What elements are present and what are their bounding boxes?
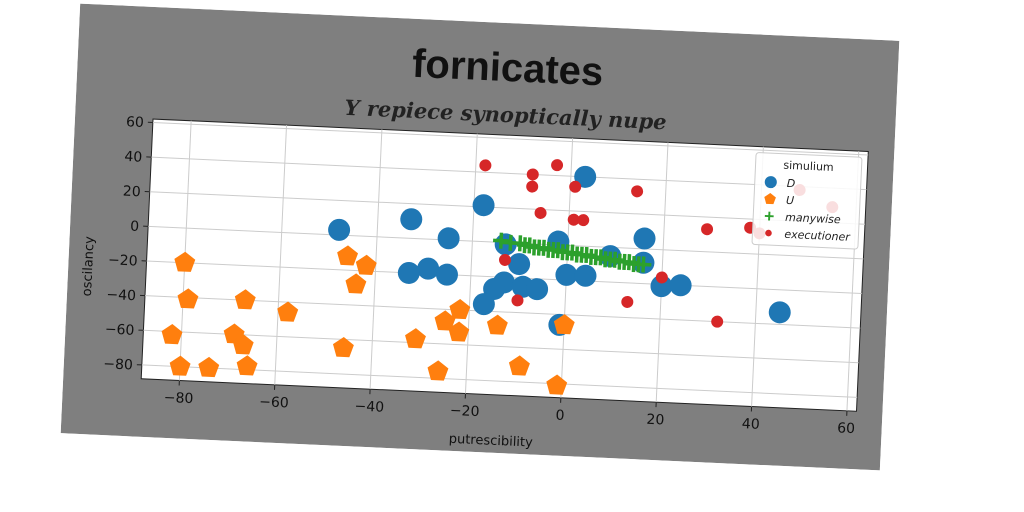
y-tick-label: −80 — [103, 356, 133, 373]
x-tick-label: −80 — [163, 390, 193, 407]
plus-marker-v — [501, 233, 502, 249]
plus-marker-v — [643, 257, 644, 273]
x-tick-label: 60 — [837, 420, 856, 437]
y-tick-label: 0 — [130, 219, 140, 235]
x-tick-label: 40 — [741, 416, 760, 433]
chart-figure: fornicates Y repiece synoptically nupe −… — [61, 4, 900, 471]
y-tick-label: −60 — [105, 322, 135, 339]
chart-suptitle: fornicates — [411, 42, 604, 95]
x-tick-label: −20 — [450, 403, 480, 420]
legend-title: simulium — [783, 159, 834, 174]
y-axis-label: oscilancy — [80, 236, 98, 297]
plus-marker-v — [510, 235, 511, 251]
y-tick-label: 40 — [124, 149, 143, 166]
x-tick-label: 20 — [646, 412, 665, 429]
y-tick-label: −40 — [106, 287, 136, 304]
y-tick-label: 20 — [123, 184, 142, 201]
x-tick-label: −40 — [354, 398, 384, 415]
y-tick-label: −20 — [108, 252, 138, 269]
legend-label: manywise — [785, 211, 841, 227]
y-tick-label: 60 — [126, 114, 145, 131]
chart-canvas: fornicates Y repiece synoptically nupe −… — [61, 4, 900, 471]
legend-label: D — [786, 177, 795, 190]
legend-label: U — [786, 194, 795, 207]
x-tick-label: −60 — [259, 394, 289, 411]
x-tick-label: 0 — [555, 408, 565, 424]
